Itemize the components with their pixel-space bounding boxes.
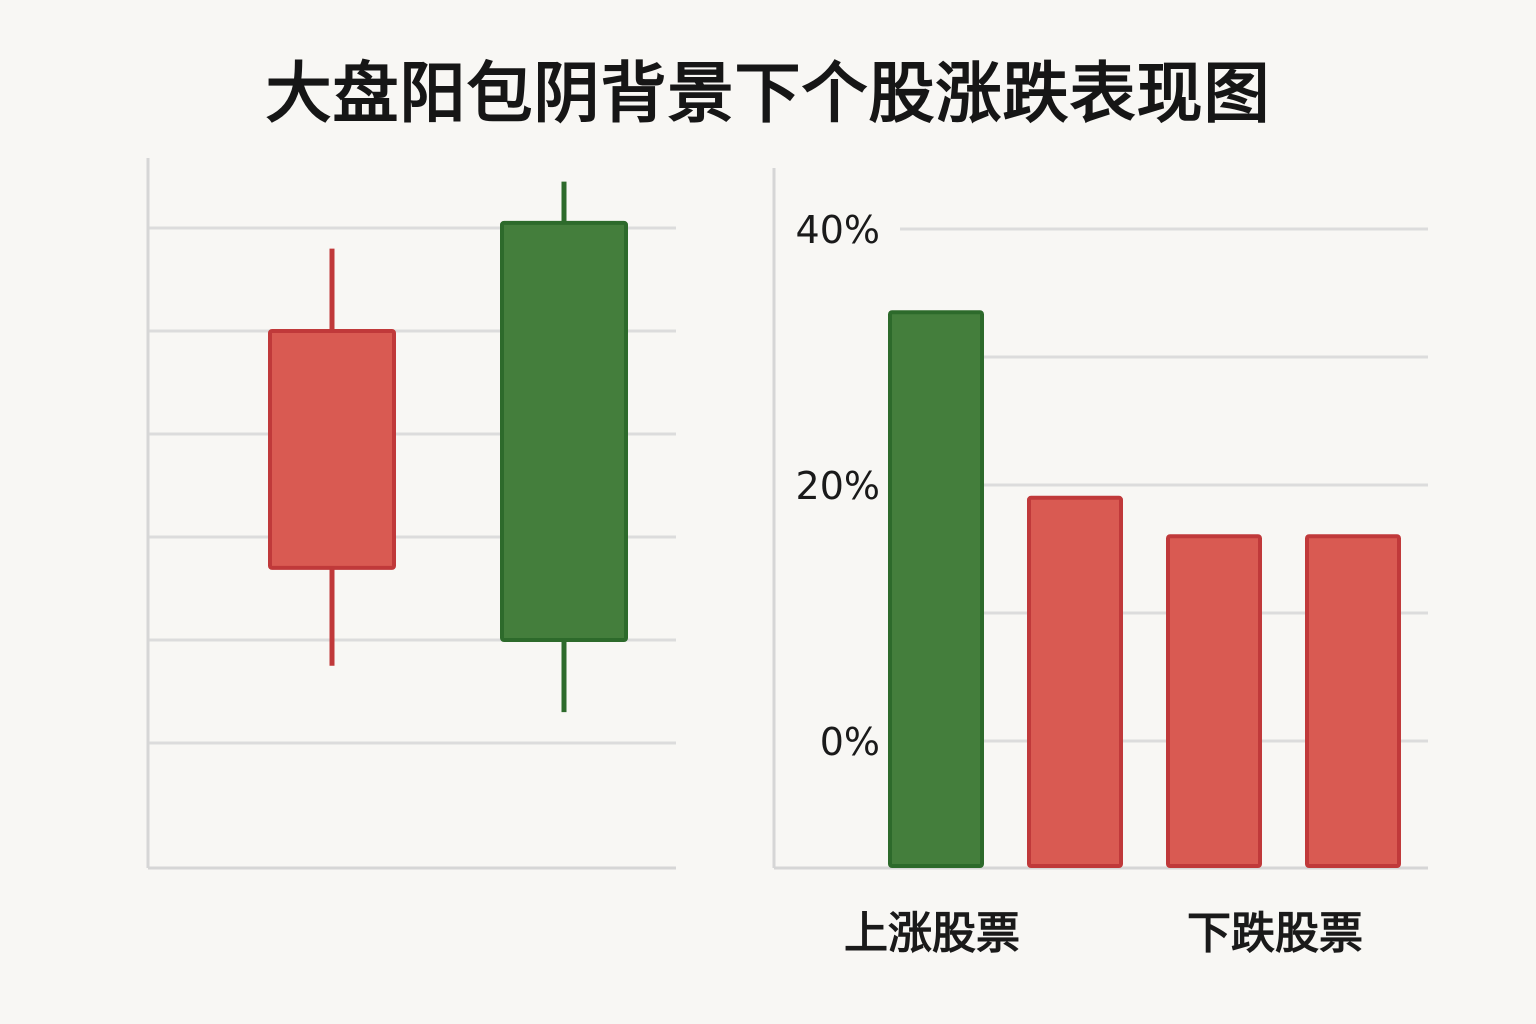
chart-title: 大盘阳包阴背景下个股涨跌表现图 (265, 55, 1271, 132)
x-group-label: 下跌股票 (1187, 908, 1363, 959)
bar (1305, 534, 1401, 868)
bar (888, 310, 984, 868)
x-group-label: 上涨股票 (844, 908, 1020, 959)
y-tick-label: 0% (820, 720, 880, 764)
y-tick-label: 40% (796, 208, 880, 252)
y-tick-label: 20% (796, 464, 880, 508)
bar (1166, 534, 1262, 868)
bar (1027, 495, 1123, 868)
candle-body (268, 329, 396, 570)
candle-body (500, 220, 628, 642)
